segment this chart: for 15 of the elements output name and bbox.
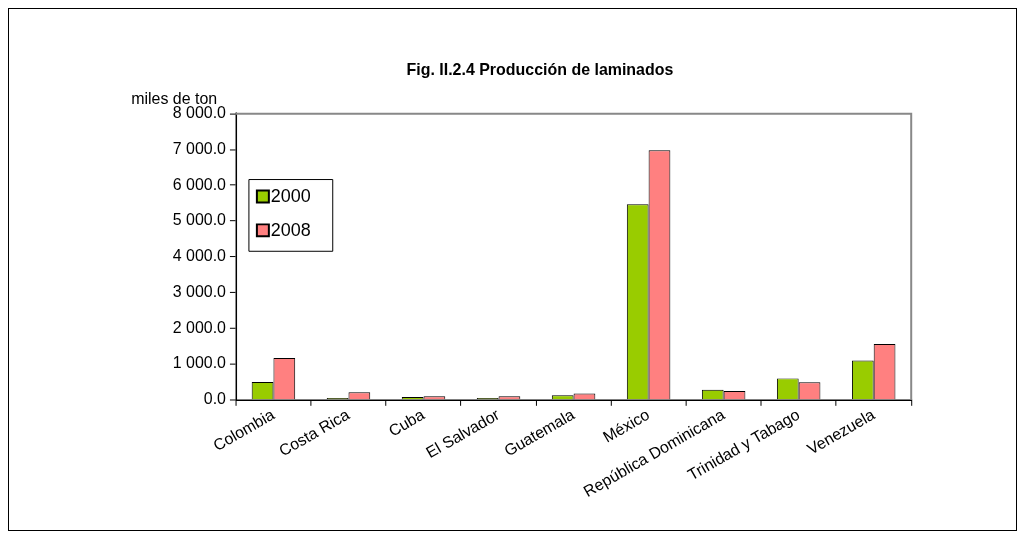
y-tick-label: 8 000.0 xyxy=(172,104,227,122)
legend-label: 2008 xyxy=(270,220,311,241)
y-tick-label: 7 000.0 xyxy=(172,139,227,157)
chart-title: Fig. II.2.4 Producción de laminados xyxy=(406,60,674,78)
x-tick-label: Costa Rica xyxy=(276,405,353,460)
legend-label: 2000 xyxy=(270,186,311,207)
y-tick-label: 5 000.0 xyxy=(172,211,227,229)
y-tick-label: 3 000.0 xyxy=(172,282,227,300)
x-tick-label: Cuba xyxy=(385,405,428,440)
y-tick-label: 4 000.0 xyxy=(172,247,227,265)
y-tick-label: 0.0 xyxy=(203,390,227,408)
y-tick-label: 6 000.0 xyxy=(172,175,227,193)
y-tick-label: 1 000.0 xyxy=(172,354,227,372)
y-tick-label: 2 000.0 xyxy=(172,318,227,336)
y-axis-title: miles de ton xyxy=(131,89,218,107)
